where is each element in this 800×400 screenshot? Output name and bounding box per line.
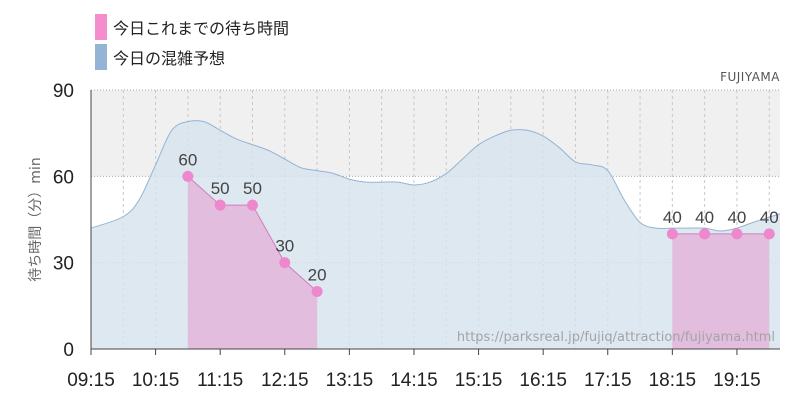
data-label: 50 <box>211 179 230 198</box>
actual-area <box>672 233 770 349</box>
x-tick-label: 12:15 <box>261 370 309 391</box>
data-label: 40 <box>695 208 714 227</box>
x-tick-label: 10:15 <box>132 370 180 391</box>
actual-point <box>763 228 775 240</box>
data-label: 20 <box>308 265 327 284</box>
actual-point <box>311 285 323 297</box>
actual-point <box>731 228 743 240</box>
data-label: 60 <box>178 150 197 169</box>
actual-series <box>182 170 775 349</box>
x-tick-label: 17:15 <box>584 370 632 391</box>
legend-item-forecast[interactable]: 今日の混雑予想 <box>95 44 289 70</box>
x-tick-label: 09:15 <box>67 370 115 391</box>
x-tick-label: 11:15 <box>197 370 243 391</box>
x-tick-label: 19:15 <box>713 370 761 391</box>
source-url: https://parksreal.jp/fujiq/attraction/fu… <box>457 330 775 345</box>
actual-point <box>246 199 258 211</box>
data-label: 40 <box>663 208 682 227</box>
legend-swatch-actual <box>95 14 107 40</box>
y-tick-label: 0 <box>63 340 74 361</box>
x-tick-label: 15:15 <box>455 370 503 391</box>
legend-label-actual: 今日これまでの待ち時間 <box>113 19 290 38</box>
data-label: 40 <box>760 208 779 227</box>
actual-point <box>666 228 678 240</box>
axes: 0 30 60 90 09:15 10:15 11:15 12:15 13:15 14:15 15:… <box>28 81 780 391</box>
attraction-name: FUJIYAMA <box>720 70 780 84</box>
x-tick-label: 14:15 <box>390 370 438 391</box>
y-tick-label: 90 <box>53 81 74 102</box>
data-labels: 60 50 50 30 20 40 40 40 40 <box>178 150 778 284</box>
y-axis-label: 待ち時間（分）min <box>28 157 44 281</box>
y-tick-label: 60 <box>53 167 74 188</box>
legend-swatch-forecast <box>95 44 107 70</box>
x-tick-label: 13:15 <box>326 370 374 391</box>
actual-point <box>699 228 711 240</box>
legend-label-forecast: 今日の混雑予想 <box>113 49 226 68</box>
legend: 今日これまでの待ち時間 今日の混雑予想 <box>95 14 289 74</box>
data-label: 30 <box>275 237 294 256</box>
legend-item-actual[interactable]: 今日これまでの待ち時間 <box>95 14 289 40</box>
x-tick-label: 16:15 <box>519 370 567 391</box>
data-label: 50 <box>243 179 262 198</box>
actual-area <box>187 176 318 349</box>
actual-point <box>279 257 291 269</box>
forecast-line <box>90 120 781 232</box>
y-tick-label: 30 <box>53 254 74 275</box>
actual-point <box>182 170 194 182</box>
data-label: 40 <box>727 208 746 227</box>
actual-point <box>214 199 226 211</box>
x-tick-label: 18:15 <box>649 370 697 391</box>
